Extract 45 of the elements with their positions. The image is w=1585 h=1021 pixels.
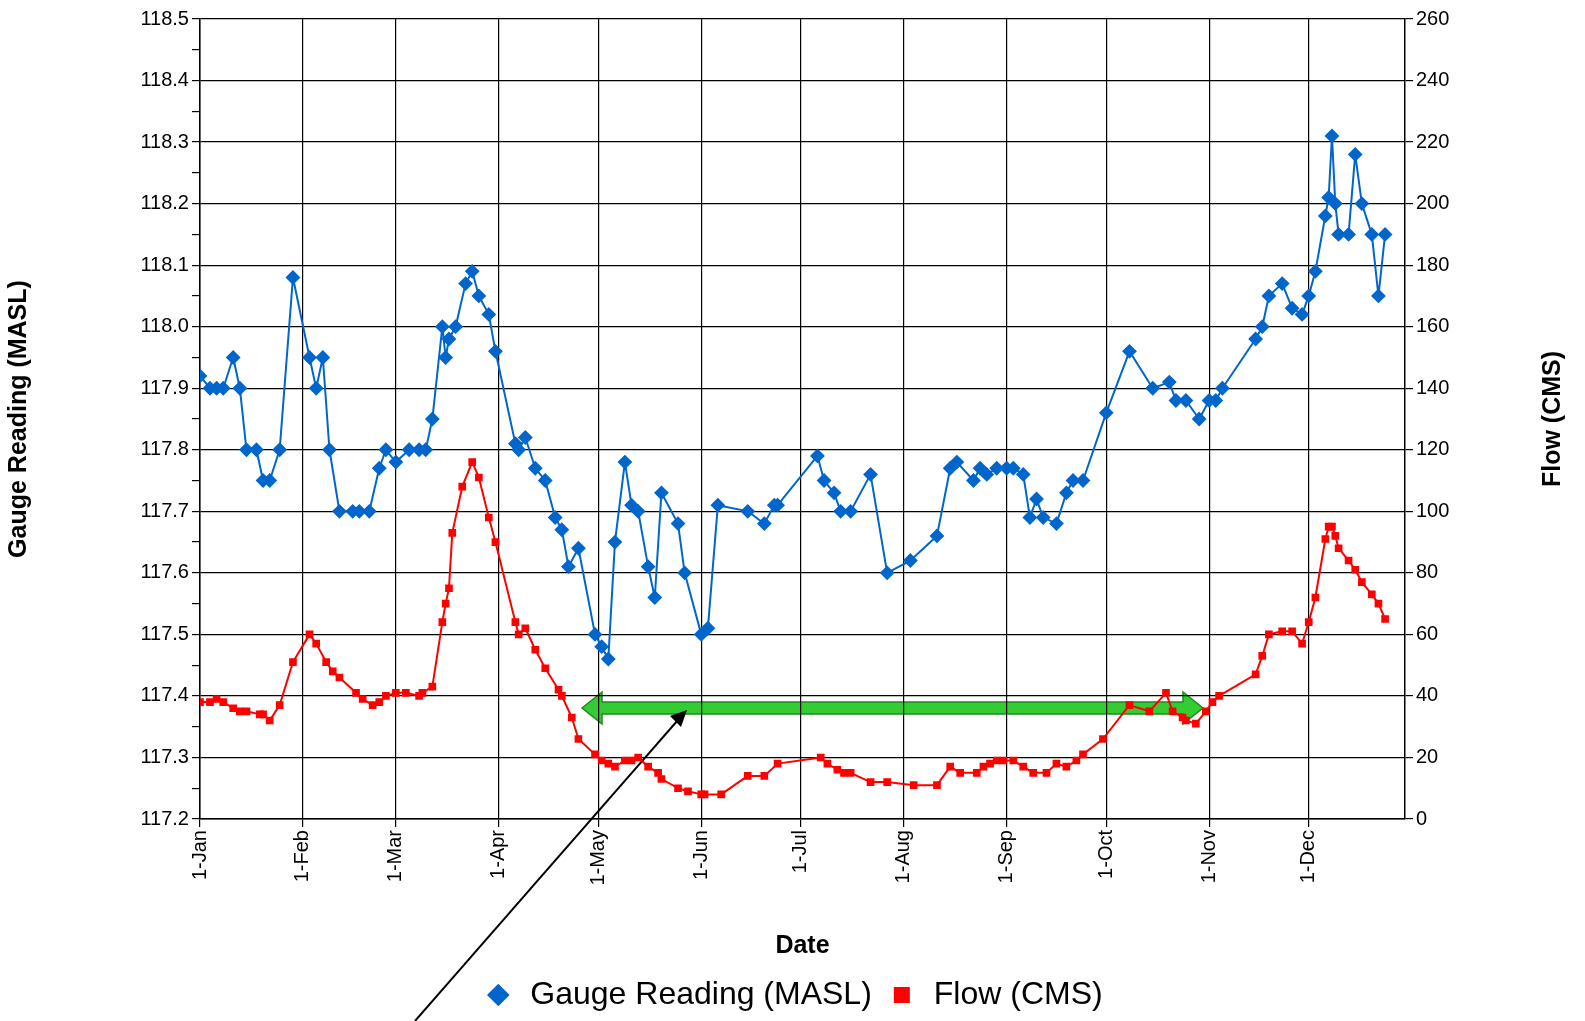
legend-label: Flow (CMS) [933, 974, 1103, 1011]
y-tick-label: 117.2 [140, 806, 189, 829]
x-tick-label: 1-Sep [994, 830, 1017, 884]
y-tick-label: 117.6 [140, 560, 189, 583]
y-tick-label: 117.3 [140, 744, 189, 767]
y2-tick-label: 100 [1416, 498, 1450, 521]
y-tick-label: 118.1 [140, 252, 189, 275]
y2-tick-label: 140 [1416, 375, 1450, 398]
y2-tick-label: 120 [1416, 437, 1450, 460]
legend-label: Gauge Reading (MASL) [530, 974, 872, 1011]
y-tick-label: 117.7 [140, 498, 189, 521]
y-tick-label: 117.9 [140, 375, 189, 398]
x-tick-label: 1-Jul [788, 830, 811, 874]
x-tick-label: 1-Nov [1196, 830, 1219, 884]
x-tick-label: 1-Jan [187, 830, 210, 881]
x-tick-label: 1-Jun [688, 830, 711, 881]
x-tick-label: 1-Feb [290, 830, 313, 883]
x-tick-label: 1-Aug [891, 830, 914, 884]
y2-tick-label: 240 [1416, 68, 1450, 91]
y-tick-label: 118.5 [140, 6, 189, 29]
y-tick-label: 118.4 [140, 68, 189, 91]
y-tick-label: 117.4 [140, 683, 189, 706]
x-tick-label: 1-Mar [383, 829, 406, 883]
y2-tick-label: 80 [1416, 560, 1439, 583]
y-axis-title: Gauge Reading (MASL) [2, 280, 31, 558]
y2-tick-label: 160 [1416, 314, 1450, 337]
y-tick-label: 118.0 [140, 314, 189, 337]
x-tick-label: 1-May [585, 830, 608, 886]
y2-tick-label: 220 [1416, 129, 1450, 152]
y2-axis-title: Flow (CMS) [1536, 350, 1565, 488]
y-tick-label: 118.3 [140, 129, 189, 152]
y2-tick-label: 20 [1416, 744, 1439, 767]
y-tick-label: 118.2 [140, 191, 189, 214]
x-tick-label: 1-Dec [1296, 830, 1319, 884]
y2-tick-label: 180 [1416, 252, 1450, 275]
y2-tick-label: 260 [1416, 6, 1450, 29]
y2-tick-label: 200 [1416, 191, 1450, 214]
y2-tick-label: 40 [1416, 683, 1439, 706]
x-tick-label: 1-Apr [486, 829, 509, 879]
y2-tick-label: 0 [1416, 806, 1428, 829]
x-tick-label: 1-Oct [1093, 829, 1116, 879]
y2-tick-label: 60 [1416, 621, 1439, 644]
y-tick-label: 117.8 [140, 437, 189, 460]
x-axis-title: Date [775, 929, 830, 958]
y-tick-label: 117.5 [140, 621, 189, 644]
